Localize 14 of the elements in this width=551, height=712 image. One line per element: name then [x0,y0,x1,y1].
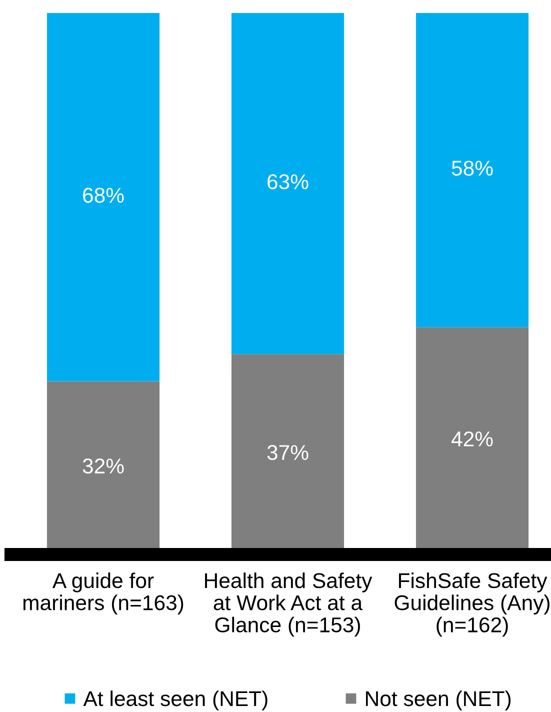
x-tick-label: A guide for mariners (n=163) [23,572,184,614]
data-label: 58% [452,160,493,176]
data-label: 68% [83,188,124,203]
data-label: 32% [82,458,124,474]
data-label: 42% [451,431,493,446]
legend-label: Not seen (NET) [366,690,511,710]
data-label: 37% [267,444,308,460]
x-tick-label: FishSafe Safety Guidelines (Any) (n=162) [394,572,550,637]
legend-label: At least seen (NET) [83,690,268,710]
data-label: 63% [268,174,308,190]
bar [416,13,529,328]
x-tick-label: Health and Safety at Work Act at a Glance (n=153) [205,572,372,637]
bar [46,13,160,382]
bar [231,13,344,354]
